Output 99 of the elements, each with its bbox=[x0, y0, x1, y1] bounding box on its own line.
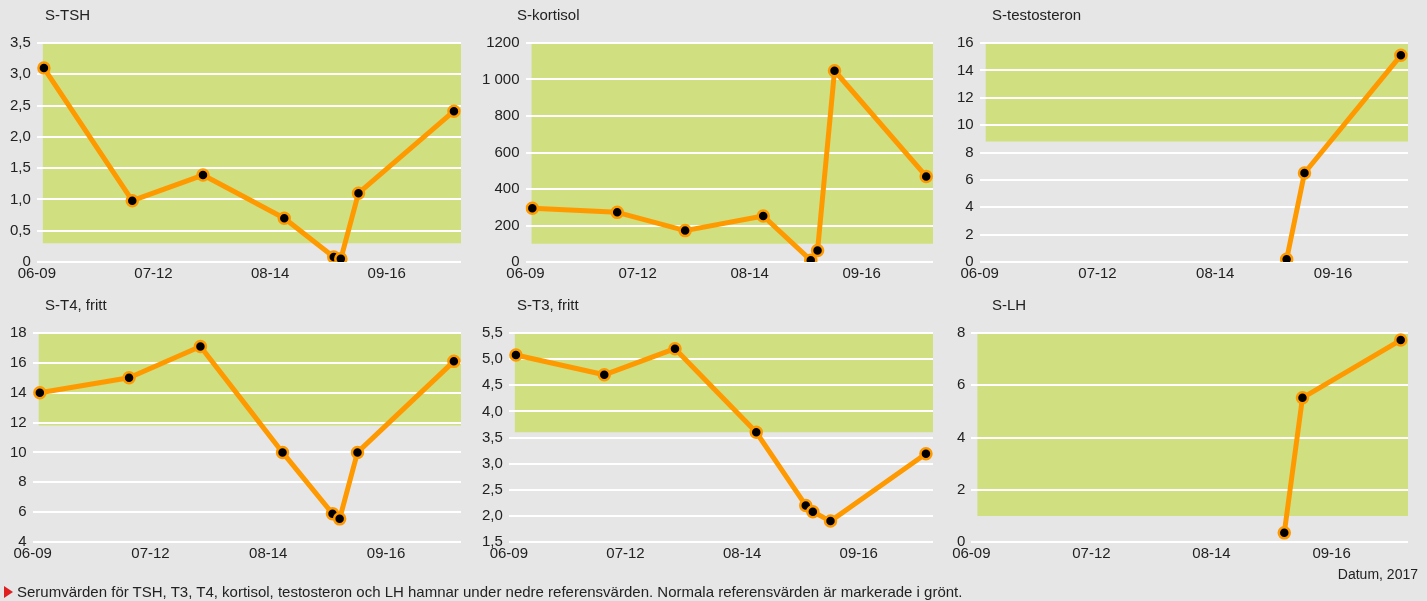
x-tick-label: 09-16 bbox=[367, 264, 406, 282]
y-tick-label: 0,5 bbox=[9, 220, 31, 238]
point bbox=[1297, 166, 1312, 180]
point bbox=[1277, 526, 1292, 540]
point bbox=[332, 512, 347, 526]
x-tick-label: 07-12 bbox=[131, 544, 170, 562]
y-tick-label: 8 bbox=[957, 323, 966, 341]
chart-title: S-LH bbox=[992, 296, 1027, 313]
y-tick-label: 400 bbox=[494, 179, 520, 197]
x-tick-label: 07-12 bbox=[1072, 544, 1111, 562]
y-tick-label: 6 bbox=[965, 170, 974, 188]
y-tick-label: 6 bbox=[18, 502, 27, 520]
chart-title: S-testosteron bbox=[992, 6, 1082, 23]
x-tick-label: 08-14 bbox=[722, 544, 762, 562]
y-tick-label: 12 bbox=[10, 412, 27, 430]
y-tick-label: 2,0 bbox=[481, 506, 503, 524]
chart-title: S-kortisol bbox=[517, 6, 580, 23]
point bbox=[668, 341, 682, 356]
point bbox=[823, 514, 838, 528]
y-tick-label: 600 bbox=[494, 142, 520, 160]
x-tick-label: 09-16 bbox=[1313, 264, 1353, 282]
x-tick-label: 09-16 bbox=[839, 544, 878, 562]
point bbox=[827, 63, 842, 78]
x-tick-label: 09-16 bbox=[1312, 544, 1351, 562]
x-axis-title: Datum, 2017 bbox=[1337, 566, 1418, 582]
chart-title: S-T4, fritt bbox=[45, 296, 107, 313]
point bbox=[1393, 333, 1408, 347]
y-tick-label: 3,0 bbox=[481, 453, 503, 471]
point bbox=[810, 243, 825, 258]
x-tick-label: 07-12 bbox=[618, 264, 657, 282]
y-tick-label: 4 bbox=[965, 197, 974, 215]
y-tick-label: 18 bbox=[10, 323, 27, 341]
x-tick-label: 08-14 bbox=[250, 264, 290, 282]
point bbox=[756, 209, 770, 223]
x-tick-label: 09-16 bbox=[842, 264, 881, 282]
x-tick-label: 08-14 bbox=[1196, 264, 1235, 282]
y-tick-label: 16 bbox=[957, 33, 974, 51]
point bbox=[447, 104, 461, 118]
y-tick-label: 2,5 bbox=[481, 479, 503, 497]
y-tick-label: 1,0 bbox=[9, 189, 31, 207]
point bbox=[919, 169, 933, 184]
y-tick-label: 1,5 bbox=[9, 158, 31, 176]
x-tick-label: 09-16 bbox=[366, 544, 406, 562]
y-tick-label: 16 bbox=[10, 353, 27, 370]
point bbox=[919, 446, 933, 461]
chart-title: S-T3, fritt bbox=[517, 296, 579, 313]
point bbox=[1295, 391, 1310, 405]
y-tick-label: 10 bbox=[10, 442, 27, 460]
y-tick-label: 2,0 bbox=[9, 127, 31, 144]
point bbox=[334, 252, 348, 262]
y-tick-label: 800 bbox=[494, 106, 520, 124]
point bbox=[277, 211, 292, 225]
y-tick-label: 4,5 bbox=[481, 375, 503, 393]
point bbox=[193, 339, 208, 354]
point bbox=[1394, 48, 1408, 63]
point bbox=[37, 61, 51, 75]
point bbox=[350, 445, 365, 460]
y-tick-label: 2,5 bbox=[9, 95, 31, 113]
point bbox=[275, 445, 290, 460]
y-tick-label: 1 000 bbox=[481, 69, 520, 87]
point bbox=[509, 348, 523, 362]
x-tick-label: 08-14 bbox=[249, 544, 288, 562]
y-tick-label: 2 bbox=[957, 479, 966, 497]
point bbox=[678, 223, 692, 238]
y-tick-label: 3,5 bbox=[9, 33, 31, 51]
y-tick-label: 1200 bbox=[486, 33, 520, 51]
y-tick-label: 5,5 bbox=[481, 323, 503, 341]
x-tick-label: 08-14 bbox=[1192, 544, 1231, 562]
y-tick-label: 4 bbox=[957, 427, 966, 445]
point bbox=[125, 193, 140, 208]
point bbox=[122, 371, 136, 385]
point bbox=[597, 368, 612, 382]
x-tick-label: 07-12 bbox=[606, 544, 645, 562]
y-tick-label: 12 bbox=[957, 87, 974, 105]
y-tick-label: 6 bbox=[957, 375, 966, 393]
chart-title: S-TSH bbox=[45, 6, 90, 23]
y-tick-label: 3,5 bbox=[481, 427, 503, 445]
y-tick-label: 3,0 bbox=[9, 64, 31, 82]
point bbox=[33, 385, 47, 400]
y-tick-label: 2 bbox=[965, 224, 974, 242]
y-tick-label: 4,0 bbox=[481, 401, 503, 419]
y-tick-label: 10 bbox=[957, 115, 974, 133]
text: Serumvärden för TSH, T3, T4, kortisol, testosteron och LH hamnar under nedre referensvärden. Normala referensvärden är markerade i grönt. bbox=[17, 583, 963, 600]
x-tick-label: 07-12 bbox=[1078, 264, 1117, 282]
y-tick-label: 5,0 bbox=[481, 349, 503, 367]
x-tick-label: 08-14 bbox=[730, 264, 769, 282]
point bbox=[525, 201, 540, 215]
x-tick-label: 07-12 bbox=[134, 264, 173, 282]
point bbox=[447, 354, 461, 369]
point bbox=[196, 168, 210, 182]
point bbox=[806, 504, 820, 519]
y-tick-label: 200 bbox=[494, 215, 520, 233]
point bbox=[610, 205, 624, 220]
point bbox=[351, 186, 366, 200]
point bbox=[749, 425, 764, 440]
y-tick-label: 8 bbox=[18, 472, 27, 490]
y-tick-label: 14 bbox=[10, 382, 27, 400]
y-tick-label: 8 bbox=[965, 142, 974, 160]
y-tick-label: 14 bbox=[957, 60, 974, 78]
